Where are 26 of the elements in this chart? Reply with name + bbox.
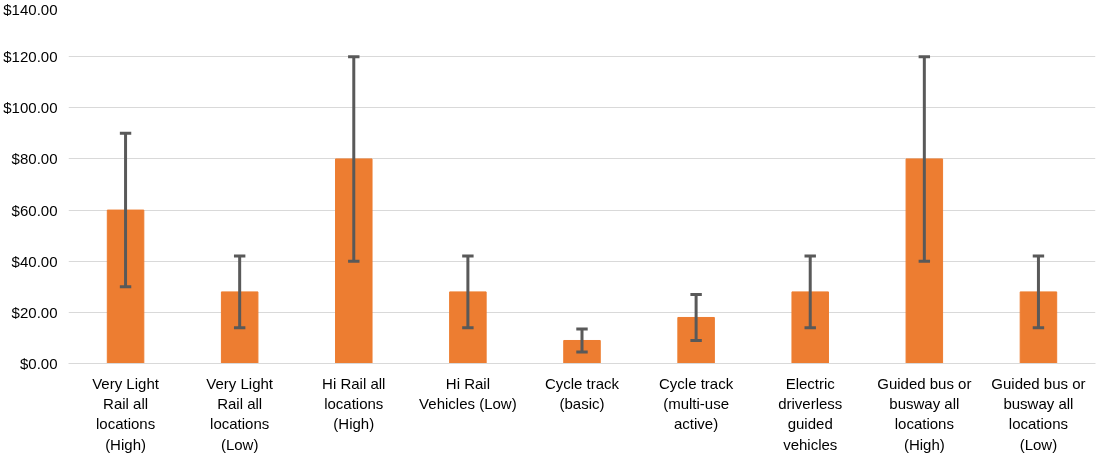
x-tick-label: Guided bus or busway all locations (Low) bbox=[991, 374, 1086, 453]
bar bbox=[335, 158, 373, 364]
x-tick-label: Electric driverless guided vehicles bbox=[778, 374, 843, 453]
bar bbox=[449, 291, 487, 364]
y-tick-label: $40.00 bbox=[11, 252, 58, 270]
y-tick-label: $100.00 bbox=[3, 99, 58, 117]
bar bbox=[677, 316, 715, 364]
x-tick-label: Guided bus or busway all locations (High) bbox=[877, 374, 972, 453]
y-tick-label: $0.00 bbox=[19, 355, 58, 372]
bar bbox=[563, 339, 601, 364]
y-tick-label: $60.00 bbox=[11, 201, 58, 219]
x-tick-label: Very Light Rail all locations (High) bbox=[92, 374, 160, 453]
y-tick-label: $80.00 bbox=[11, 150, 58, 168]
bar bbox=[905, 158, 944, 364]
y-tick-label: $120.00 bbox=[3, 48, 58, 66]
x-tick-label: Hi Rail all locations (High) bbox=[322, 374, 386, 433]
y-tick-label: $140.00 bbox=[3, 0, 58, 18]
bar bbox=[1019, 291, 1058, 364]
x-tick-label: Hi Rail Vehicles (Low) bbox=[419, 374, 517, 412]
bar bbox=[106, 209, 145, 364]
y-tick-label: $20.00 bbox=[11, 303, 58, 321]
x-tick-label: Cycle track (multi-use active) bbox=[659, 374, 734, 433]
x-tick-label: Very Light Rail all locations (Low) bbox=[206, 374, 274, 453]
x-tick-label: Cycle track (basic) bbox=[544, 374, 620, 412]
bar bbox=[220, 291, 259, 364]
bar bbox=[791, 291, 829, 364]
